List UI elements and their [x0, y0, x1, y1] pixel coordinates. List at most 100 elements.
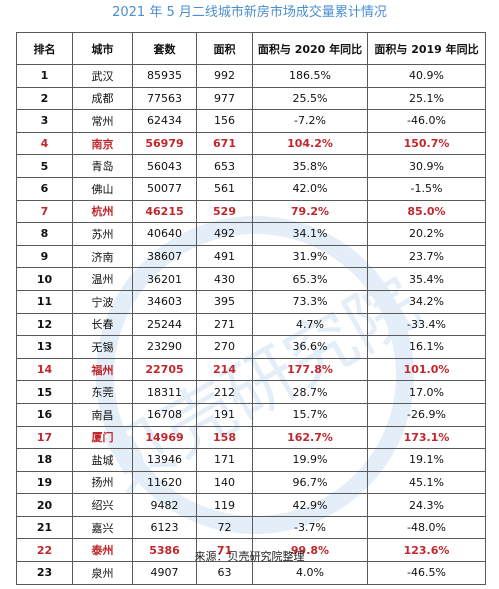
- yoy-2020-cell: 25.5%: [252, 86, 368, 111]
- area-cell: 992: [196, 64, 253, 88]
- rank-cell: 12: [16, 312, 73, 337]
- yoy-2020-cell: 31.9%: [252, 244, 368, 269]
- table-row: 19 扬州 11620 140 96.7% 45.1%: [16, 470, 486, 495]
- city-cell: 长春: [72, 312, 133, 337]
- area-cell: 561: [196, 176, 253, 201]
- area-cell: 395: [196, 289, 253, 314]
- yoy-2019-cell: 35.4%: [367, 267, 486, 291]
- table-row: 1 武汉 85935 992 186.5% 40.9%: [16, 64, 486, 88]
- units-cell: 40640: [132, 222, 197, 246]
- yoy-2020-cell: 42.0%: [252, 176, 368, 201]
- rank-cell: 15: [16, 380, 73, 404]
- table-row: 17 厦门 14969 158 162.7% 173.1%: [16, 425, 486, 450]
- yoy-2020-cell: 36.6%: [252, 335, 368, 359]
- table-row: 10 温州 36201 430 65.3% 35.4%: [16, 267, 486, 291]
- area-cell: 491: [196, 244, 253, 269]
- rank-cell: 5: [16, 154, 73, 178]
- city-cell: 佛山: [72, 176, 133, 201]
- header-yoy-2019: 面积与 2019 年同比: [367, 32, 486, 65]
- area-cell: 653: [196, 154, 253, 178]
- units-cell: 50077: [132, 176, 197, 201]
- units-cell: 4907: [132, 561, 197, 585]
- yoy-2019-cell: 40.9%: [367, 64, 486, 88]
- city-cell: 南京: [72, 131, 133, 156]
- header-units: 套数: [132, 32, 197, 65]
- area-cell: 492: [196, 222, 253, 246]
- units-cell: 62434: [132, 109, 197, 133]
- rank-cell: 18: [16, 448, 73, 472]
- area-cell: 140: [196, 470, 253, 495]
- yoy-2020-cell: 35.8%: [252, 154, 368, 178]
- yoy-2020-cell: 162.7%: [252, 425, 368, 450]
- city-cell: 东莞: [72, 380, 133, 404]
- city-cell: 无锡: [72, 335, 133, 359]
- units-cell: 11620: [132, 470, 197, 495]
- yoy-2020-cell: 96.7%: [252, 470, 368, 495]
- rank-cell: 1: [16, 64, 73, 88]
- yoy-2019-cell: 173.1%: [367, 425, 486, 450]
- table-row: 5 青岛 56043 653 35.8% 30.9%: [16, 154, 486, 178]
- rank-cell: 11: [16, 289, 73, 314]
- city-cell: 成都: [72, 86, 133, 111]
- city-cell: 扬州: [72, 470, 133, 495]
- table-row: 15 东莞 18311 212 28.7% 17.0%: [16, 380, 486, 404]
- rank-cell: 14: [16, 357, 73, 382]
- area-cell: 212: [196, 380, 253, 404]
- units-cell: 38607: [132, 244, 197, 269]
- table-row: 12 长春 25244 271 4.7% -33.4%: [16, 312, 486, 337]
- table-title: 2021 年 5 月二线城市新房市场成交量累计情况: [112, 5, 387, 20]
- city-cell: 常州: [72, 109, 133, 133]
- units-cell: 34603: [132, 289, 197, 314]
- table-row: 2 成都 77563 977 25.5% 25.1%: [16, 86, 486, 111]
- units-cell: 9482: [132, 493, 197, 517]
- table-row: 13 无锡 23290 270 36.6% 16.1%: [16, 335, 486, 359]
- rank-cell: 20: [16, 493, 73, 517]
- yoy-2019-cell: -26.9%: [367, 402, 486, 427]
- area-cell: 63: [196, 561, 253, 585]
- area-cell: 158: [196, 425, 253, 450]
- yoy-2019-cell: 85.0%: [367, 199, 486, 224]
- area-cell: 171: [196, 448, 253, 472]
- table-row: 3 常州 62434 156 -7.2% -46.0%: [16, 109, 486, 133]
- rank-cell: 9: [16, 244, 73, 269]
- yoy-2020-cell: 186.5%: [252, 64, 368, 88]
- yoy-2019-cell: 20.2%: [367, 222, 486, 246]
- city-cell: 厦门: [72, 425, 133, 450]
- table-row: 11 宁波 34603 395 73.3% 34.2%: [16, 289, 486, 314]
- units-cell: 22705: [132, 357, 197, 382]
- units-cell: 46215: [132, 199, 197, 224]
- table-row: 8 苏州 40640 492 34.1% 20.2%: [16, 222, 486, 246]
- units-cell: 6123: [132, 515, 197, 540]
- area-cell: 119: [196, 493, 253, 517]
- city-cell: 福州: [72, 357, 133, 382]
- table-row: 16 南昌 16708 191 15.7% -26.9%: [16, 402, 486, 427]
- city-cell: 杭州: [72, 199, 133, 224]
- yoy-2019-cell: 101.0%: [367, 357, 486, 382]
- units-cell: 14969: [132, 425, 197, 450]
- yoy-2019-cell: 17.0%: [367, 380, 486, 404]
- rank-cell: 6: [16, 176, 73, 201]
- area-cell: 191: [196, 402, 253, 427]
- table-row: 20 绍兴 9482 119 42.9% 24.3%: [16, 493, 486, 517]
- units-cell: 56043: [132, 154, 197, 178]
- yoy-2020-cell: 65.3%: [252, 267, 368, 291]
- yoy-2020-cell: 4.0%: [252, 561, 368, 585]
- yoy-2020-cell: 104.2%: [252, 131, 368, 156]
- yoy-2020-cell: -7.2%: [252, 109, 368, 133]
- rank-cell: 7: [16, 199, 73, 224]
- rank-cell: 10: [16, 267, 73, 291]
- city-cell: 温州: [72, 267, 133, 291]
- units-cell: 18311: [132, 380, 197, 404]
- area-cell: 156: [196, 109, 253, 133]
- units-cell: 25244: [132, 312, 197, 337]
- rank-cell: 8: [16, 222, 73, 246]
- city-cell: 宁波: [72, 289, 133, 314]
- yoy-2019-cell: 150.7%: [367, 131, 486, 156]
- yoy-2020-cell: 28.7%: [252, 380, 368, 404]
- units-cell: 16708: [132, 402, 197, 427]
- table-row: 21 嘉兴 6123 72 -3.7% -48.0%: [16, 515, 486, 540]
- area-cell: 72: [196, 515, 253, 540]
- table-row: 18 盐城 13946 171 19.9% 19.1%: [16, 448, 486, 472]
- area-cell: 271: [196, 312, 253, 337]
